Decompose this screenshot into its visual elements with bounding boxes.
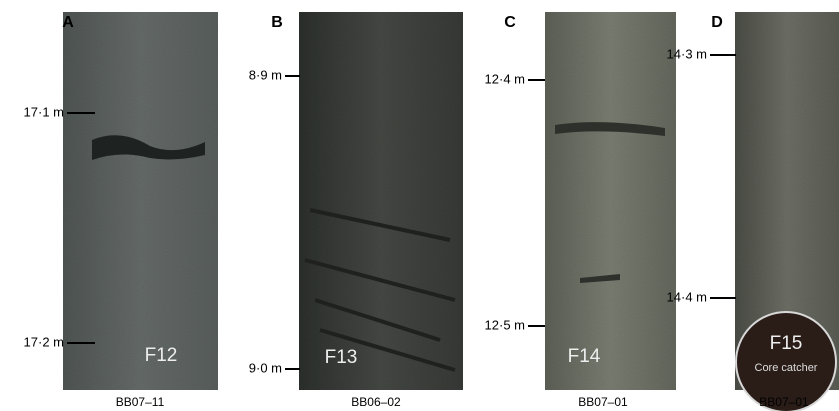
- facies-label: F13: [325, 347, 358, 368]
- panel-letter: D: [711, 14, 723, 31]
- facies-label: F15: [770, 333, 803, 354]
- panel-letter: B: [271, 14, 283, 31]
- facies-note: Core catcher: [755, 362, 818, 374]
- core-photo: [545, 12, 676, 390]
- figure: A 17·1 m 17·2 m F12 BB07–11 B 8·9 m 9·0 m F13 BB0…: [0, 0, 839, 411]
- depth-label: 12·5 m: [485, 317, 525, 332]
- core-id: BB07–11: [116, 395, 165, 409]
- core-photo: [299, 12, 463, 390]
- depth-label: 17·2 m: [24, 334, 64, 349]
- depth-label: 14·3 m: [667, 46, 707, 61]
- facies-label: F12: [145, 345, 178, 366]
- core-photos: [63, 12, 839, 411]
- page: A 17·1 m 17·2 m F12 BB07–11 B 8·9 m 9·0 m F13 BB0…: [0, 0, 839, 411]
- depth-label: 8·9 m: [249, 67, 282, 82]
- depth-label: 12·4 m: [485, 71, 525, 86]
- core-id: BB07–01: [759, 395, 809, 409]
- core-photo: [63, 12, 218, 390]
- core-id: BB07–01: [578, 395, 628, 409]
- depth-label: 14·4 m: [667, 289, 707, 304]
- panel-letter: C: [504, 14, 516, 31]
- facies-label: F14: [568, 346, 601, 367]
- core-id: BB06–02: [351, 395, 401, 409]
- depth-label: 9·0 m: [249, 360, 282, 375]
- panel-letter: A: [62, 14, 74, 31]
- depth-label: 17·1 m: [24, 104, 64, 119]
